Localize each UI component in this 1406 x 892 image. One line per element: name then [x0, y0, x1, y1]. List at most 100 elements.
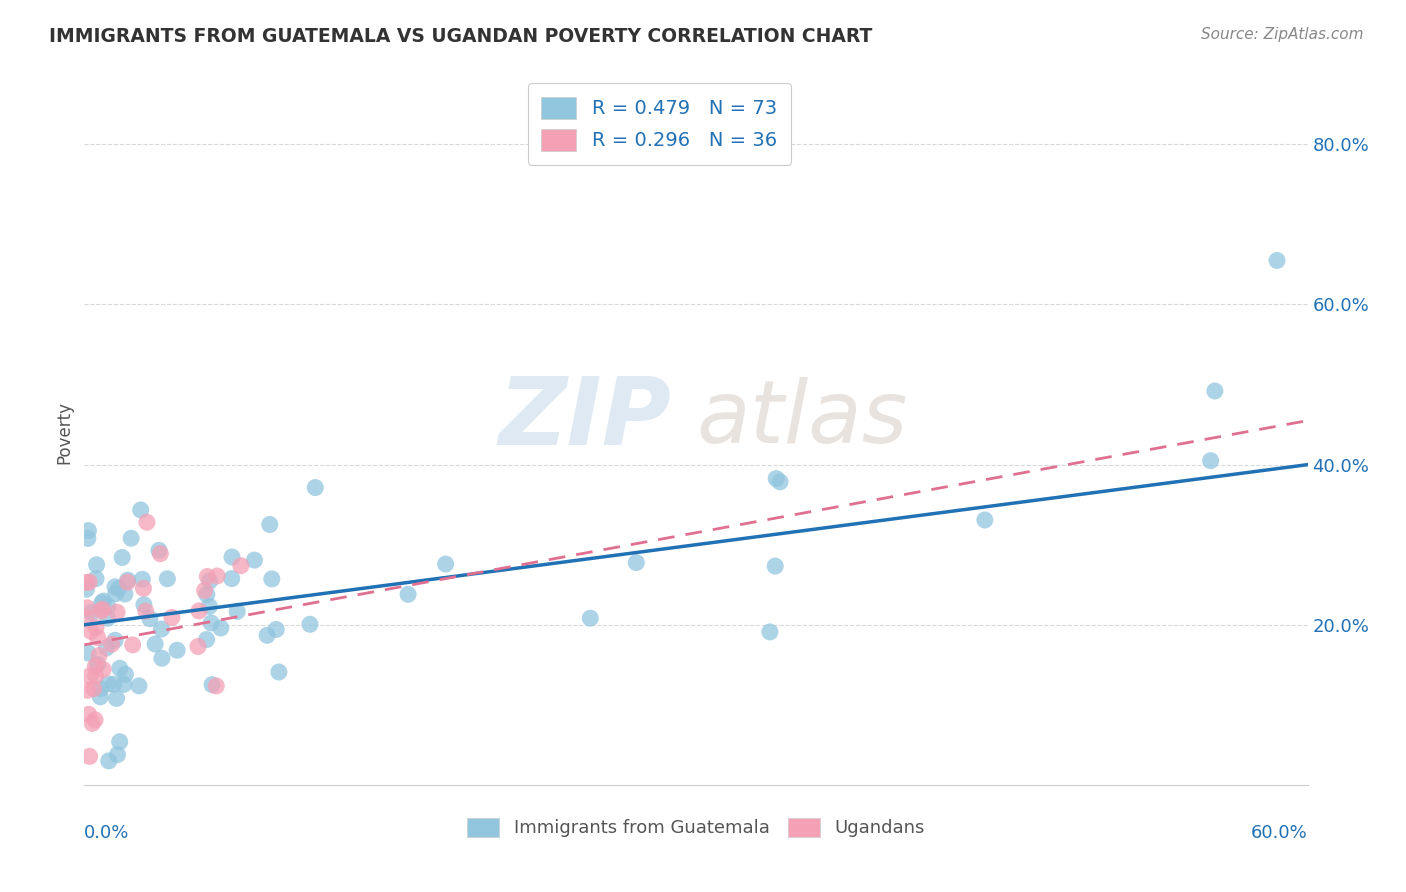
Point: [201, 678, 224, 692]
Text: IMMIGRANTS FROM GUATEMALA VS UGANDAN POVERTY CORRELATION CHART: IMMIGRANTS FROM GUATEMALA VS UGANDAN POV…: [49, 27, 873, 45]
Point: [97, 677, 120, 691]
Point: [77, 707, 100, 722]
Point: [80, 624, 103, 639]
Point: [198, 599, 221, 614]
Point: [79, 749, 101, 764]
Text: Source: ZipAtlas.com: Source: ZipAtlas.com: [1201, 27, 1364, 42]
Point: [132, 582, 155, 596]
Point: [129, 503, 152, 517]
Point: [298, 617, 321, 632]
Point: [96, 640, 118, 655]
Point: [77, 646, 100, 660]
Point: [75, 610, 97, 624]
Point: [97, 754, 120, 768]
Point: [107, 747, 129, 762]
Point: [77, 524, 100, 538]
Point: [90, 596, 112, 610]
Point: [112, 677, 135, 691]
Point: [135, 604, 157, 618]
Point: [226, 604, 249, 618]
Point: [114, 667, 136, 681]
Point: [90, 604, 112, 618]
Point: [90, 681, 112, 696]
Point: [107, 582, 129, 596]
Point: [150, 622, 173, 636]
Point: [132, 598, 155, 612]
Point: [86, 657, 108, 672]
Point: [149, 547, 172, 561]
Point: [198, 574, 221, 588]
Point: [104, 580, 127, 594]
Point: [75, 582, 97, 597]
Point: [1204, 384, 1226, 398]
Point: [120, 531, 142, 545]
Point: [108, 735, 131, 749]
Text: atlas: atlas: [696, 376, 907, 460]
Point: [243, 553, 266, 567]
Point: [131, 572, 153, 586]
Point: [769, 475, 792, 489]
Point: [108, 661, 131, 675]
Point: [579, 611, 602, 625]
Point: [256, 628, 278, 642]
Point: [128, 679, 150, 693]
Point: [105, 691, 128, 706]
Point: [973, 513, 995, 527]
Point: [229, 558, 252, 573]
Point: [103, 677, 125, 691]
Point: [89, 690, 111, 704]
Point: [117, 575, 139, 590]
Point: [194, 583, 217, 598]
Point: [79, 669, 101, 683]
Point: [166, 643, 188, 657]
Point: [267, 665, 290, 679]
Point: [83, 681, 105, 696]
Point: [188, 604, 211, 618]
Point: [84, 669, 107, 683]
Point: [195, 588, 218, 602]
Point: [195, 632, 218, 647]
Point: [87, 648, 110, 663]
Point: [104, 633, 127, 648]
Point: [396, 587, 419, 601]
Point: [76, 532, 98, 546]
Point: [80, 606, 103, 620]
Point: [93, 594, 115, 608]
Point: [114, 587, 136, 601]
Point: [187, 640, 209, 654]
Point: [143, 637, 166, 651]
Point: [86, 558, 108, 572]
Point: [91, 602, 114, 616]
Point: [117, 573, 139, 587]
Point: [264, 623, 287, 637]
Point: [200, 615, 222, 630]
Point: [1199, 453, 1222, 467]
Point: [259, 517, 281, 532]
Point: [139, 612, 162, 626]
Point: [104, 587, 127, 601]
Point: [91, 663, 114, 677]
Point: [156, 572, 179, 586]
Point: [121, 638, 143, 652]
Point: [626, 556, 648, 570]
Point: [434, 557, 457, 571]
Legend: Immigrants from Guatemala, Ugandans: Immigrants from Guatemala, Ugandans: [458, 809, 934, 847]
Point: [86, 631, 108, 645]
Point: [82, 716, 104, 731]
Point: [84, 659, 107, 673]
Point: [205, 569, 228, 583]
Text: ZIP: ZIP: [499, 373, 672, 465]
Point: [97, 599, 120, 614]
Text: 60.0%: 60.0%: [1251, 823, 1308, 842]
Point: [1265, 253, 1288, 268]
Point: [100, 637, 122, 651]
Point: [205, 679, 228, 693]
Point: [209, 621, 232, 635]
Text: 0.0%: 0.0%: [84, 823, 129, 842]
Point: [304, 481, 326, 495]
Point: [148, 543, 170, 558]
Point: [111, 550, 134, 565]
Point: [84, 572, 107, 586]
Point: [765, 472, 787, 486]
Point: [76, 683, 98, 698]
